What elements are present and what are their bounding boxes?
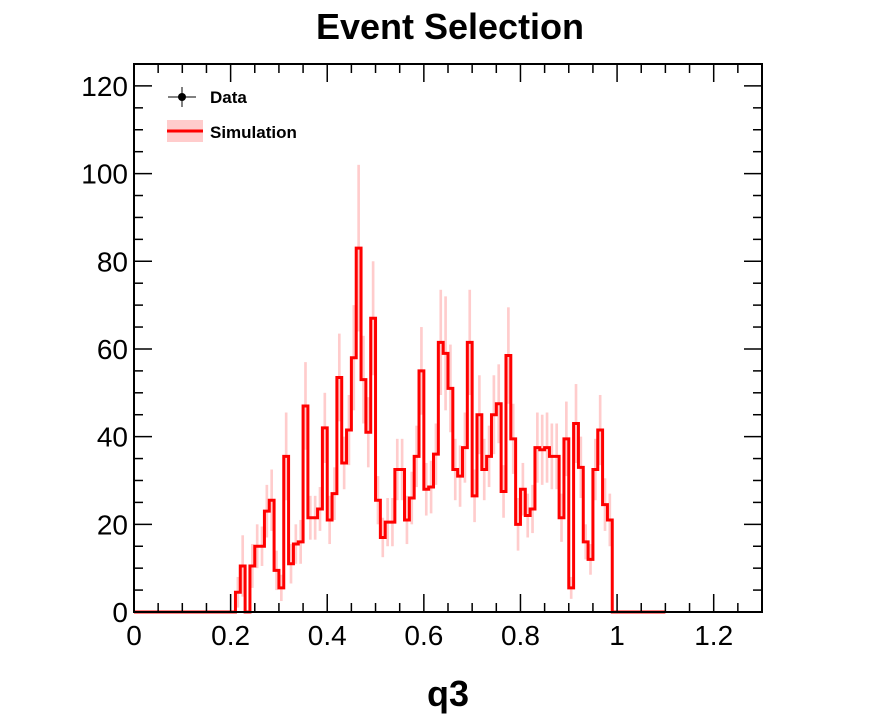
plot-frame — [133, 63, 763, 613]
x-tick-label: 0.2 — [211, 620, 250, 651]
y-tick-label: 20 — [97, 509, 128, 540]
y-tick-label: 60 — [97, 334, 128, 365]
x-axis-label: q3 — [427, 673, 469, 714]
y-tick-label: 80 — [97, 246, 128, 277]
x-tick-label: 0.4 — [308, 620, 347, 651]
y-tick-label: 100 — [81, 159, 128, 190]
simulation-line-layer — [134, 246, 666, 614]
y-tick-label: 0 — [112, 597, 128, 628]
legend-data-marker — [178, 93, 186, 101]
chart-title: Event Selection — [316, 6, 584, 47]
legend-label-data: Data — [210, 88, 247, 107]
axes: 0 0.2 0.4 0.6 0.8 1 1.2 0 20 40 60 80 100 120 — [81, 63, 763, 651]
x-tick-label: 0 — [126, 620, 142, 651]
legend: Data Simulation — [167, 87, 297, 142]
x-tick-label: 0.8 — [501, 620, 540, 651]
x-tick-label: 0.6 — [404, 620, 443, 651]
legend-entry-data: Data — [168, 87, 247, 107]
legend-entry-simulation: Simulation — [167, 120, 297, 142]
x-tick-label: 1.2 — [694, 620, 733, 651]
y-tick-label: 40 — [97, 422, 128, 453]
legend-label-simulation: Simulation — [210, 123, 297, 142]
x-tick-label: 1 — [609, 620, 625, 651]
y-tick-label: 120 — [81, 71, 128, 102]
simulation-step-line — [134, 246, 666, 614]
